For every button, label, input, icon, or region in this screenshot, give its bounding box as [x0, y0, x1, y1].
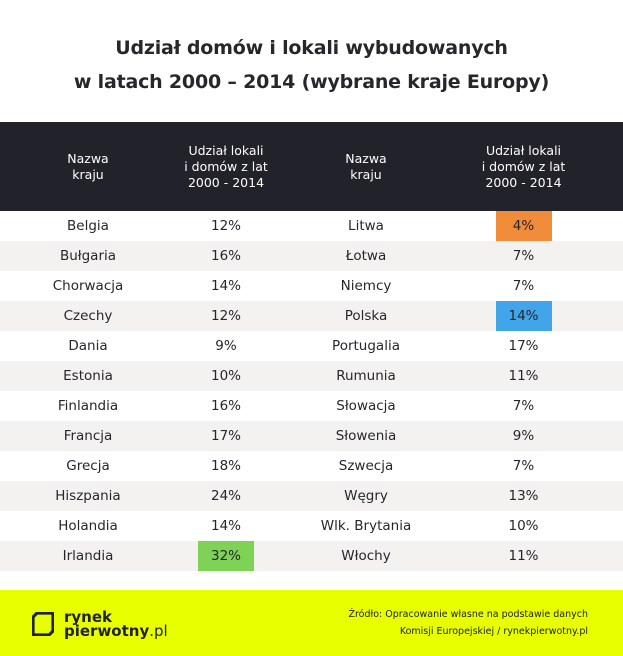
value-cell: 17% — [210, 428, 241, 444]
value-cell: 7% — [512, 458, 535, 474]
table-row: Holandia 14% Wlk. Brytania 10% — [0, 511, 623, 541]
source-note: Źródło: Opracowanie własne na podstawie … — [348, 609, 588, 637]
country-cell: Szwecja — [338, 458, 394, 474]
value-cell: 24% — [210, 488, 241, 504]
value-cell: 10% — [508, 518, 539, 534]
value-cell: 14% — [210, 518, 241, 534]
header-share-right: Udział lokali i domów z lat 2000 - 2014 — [481, 142, 566, 190]
country-cell: Słowacja — [336, 398, 396, 414]
country-cell: Hiszpania — [55, 488, 121, 504]
country-cell: Czechy — [63, 308, 113, 324]
country-cell: Estonia — [63, 368, 113, 384]
country-cell: Portugalia — [332, 338, 400, 354]
table-row: Bułgaria 16% Łotwa 7% — [0, 241, 623, 271]
value-cell: 10% — [210, 368, 241, 384]
country-cell: Łotwa — [345, 248, 387, 264]
table-body: Belgia 12% Litwa 4% Bułgaria 16% Łotwa 7… — [0, 211, 623, 571]
table-row: Czechy 12% Polska 14% — [0, 301, 623, 331]
value-cell: 16% — [210, 248, 241, 264]
value-cell: 9% — [215, 338, 237, 354]
country-cell: Rumunia — [336, 368, 396, 384]
country-cell: Irlandia — [62, 548, 114, 564]
table-row: Irlandia 32% Włochy 11% — [0, 541, 623, 571]
country-cell: Niemcy — [340, 278, 392, 294]
value-cell-highlight-poland: 14% — [436, 301, 611, 331]
country-cell: Polska — [344, 308, 388, 324]
logo-wordmark: rynek pierwotny.pl — [64, 608, 168, 640]
value-cell: 16% — [210, 398, 241, 414]
value-cell-highlight-min: 4% — [436, 211, 611, 241]
value-cell: 7% — [512, 248, 535, 264]
country-cell: Słowenia — [335, 428, 397, 444]
table-row: Hiszpania 24% Węgry 13% — [0, 481, 623, 511]
value-cell: 17% — [508, 338, 539, 354]
value-cell: 7% — [512, 398, 535, 414]
table-row: Belgia 12% Litwa 4% — [0, 211, 623, 241]
min-value-badge: 4% — [495, 211, 552, 241]
title-line-1: Udział domów i lokali wybudowanych — [115, 37, 508, 59]
country-cell: Wlk. Brytania — [320, 518, 412, 534]
title-line-2: w latach 2000 – 2014 (wybrane kraje Euro… — [73, 71, 550, 93]
country-cell: Dania — [68, 338, 108, 354]
value-cell: 11% — [508, 548, 539, 564]
footer: rynek pierwotny.pl Źródło: Opracowanie w… — [0, 590, 623, 656]
header-country-right: Nazwa kraju — [345, 150, 387, 182]
country-cell: Włochy — [341, 548, 391, 564]
value-cell: 14% — [210, 278, 241, 294]
value-cell: 18% — [210, 458, 241, 474]
value-cell: 7% — [512, 278, 535, 294]
country-cell: Francja — [63, 428, 113, 444]
max-value-badge: 32% — [198, 541, 254, 571]
country-cell: Holandia — [58, 518, 118, 534]
country-cell: Chorwacja — [52, 278, 124, 294]
brand-logo: rynek pierwotny.pl — [32, 608, 168, 640]
country-cell: Grecja — [66, 458, 110, 474]
table-header: Nazwa kraju Udział lokali i domów z lat … — [0, 122, 623, 211]
table-row: Finlandia 16% Słowacja 7% — [0, 391, 623, 421]
value-cell-highlight-max: 32% — [156, 541, 296, 571]
logo-mark-icon — [32, 612, 54, 636]
country-cell: Belgia — [67, 218, 109, 234]
value-cell: 9% — [512, 428, 535, 444]
page-title: Udział domów i lokali wybudowanych w lat… — [0, 31, 623, 99]
poland-value-badge: 14% — [495, 301, 552, 331]
value-cell: 12% — [210, 218, 241, 234]
country-cell: Bułgaria — [59, 248, 117, 264]
table-row: Francja 17% Słowenia 9% — [0, 421, 623, 451]
header-country-left: Nazwa kraju — [67, 150, 109, 182]
table-row: Chorwacja 14% Niemcy 7% — [0, 271, 623, 301]
country-cell: Litwa — [348, 218, 384, 234]
table-row: Estonia 10% Rumunia 11% — [0, 361, 623, 391]
value-cell: 11% — [508, 368, 539, 384]
value-cell: 13% — [508, 488, 539, 504]
value-cell: 12% — [210, 308, 241, 324]
table-row: Grecja 18% Szwecja 7% — [0, 451, 623, 481]
country-cell: Finlandia — [57, 398, 119, 414]
header-share-left: Udział lokali i domów z lat 2000 - 2014 — [184, 142, 268, 190]
table-row: Dania 9% Portugalia 17% — [0, 331, 623, 361]
country-cell: Węgry — [344, 488, 388, 504]
